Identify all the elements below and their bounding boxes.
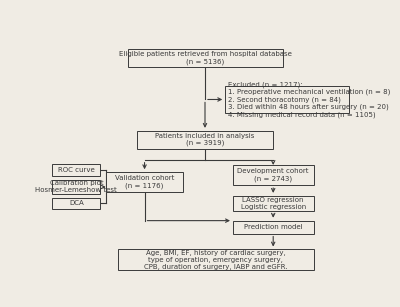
- Text: LASSO regression
Logistic regression: LASSO regression Logistic regression: [240, 197, 306, 210]
- Text: Patients included in analysis
(n = 3919): Patients included in analysis (n = 3919): [155, 133, 255, 146]
- FancyBboxPatch shape: [225, 86, 349, 113]
- FancyBboxPatch shape: [137, 131, 273, 149]
- Text: DCA: DCA: [69, 200, 84, 207]
- FancyBboxPatch shape: [128, 49, 282, 67]
- Text: Age, BMI, EF, history of cardiac surgery,
type of operation, emergency surgery,
: Age, BMI, EF, history of cardiac surgery…: [144, 250, 288, 270]
- FancyBboxPatch shape: [52, 180, 100, 194]
- Text: Excluded (n = 1217):
1. Preoperative mechanical ventilation (n = 8)
2. Second th: Excluded (n = 1217): 1. Preoperative mec…: [228, 81, 390, 118]
- Text: ROC curve: ROC curve: [58, 167, 95, 173]
- Text: Prediction model: Prediction model: [244, 224, 302, 230]
- FancyBboxPatch shape: [106, 172, 183, 192]
- Text: Validation cohort
(n = 1176): Validation cohort (n = 1176): [115, 176, 174, 189]
- FancyBboxPatch shape: [52, 198, 100, 209]
- Text: Development cohort
(n = 2743): Development cohort (n = 2743): [238, 168, 309, 182]
- FancyBboxPatch shape: [52, 165, 100, 176]
- FancyBboxPatch shape: [233, 165, 314, 185]
- FancyBboxPatch shape: [118, 250, 314, 270]
- Text: Eligible patients retrieved from hospital database
(n = 5136): Eligible patients retrieved from hospita…: [118, 51, 292, 65]
- FancyBboxPatch shape: [233, 221, 314, 234]
- FancyBboxPatch shape: [233, 196, 314, 211]
- Text: Calibration plot
Hosmer-Lemeshow test: Calibration plot Hosmer-Lemeshow test: [36, 181, 117, 193]
